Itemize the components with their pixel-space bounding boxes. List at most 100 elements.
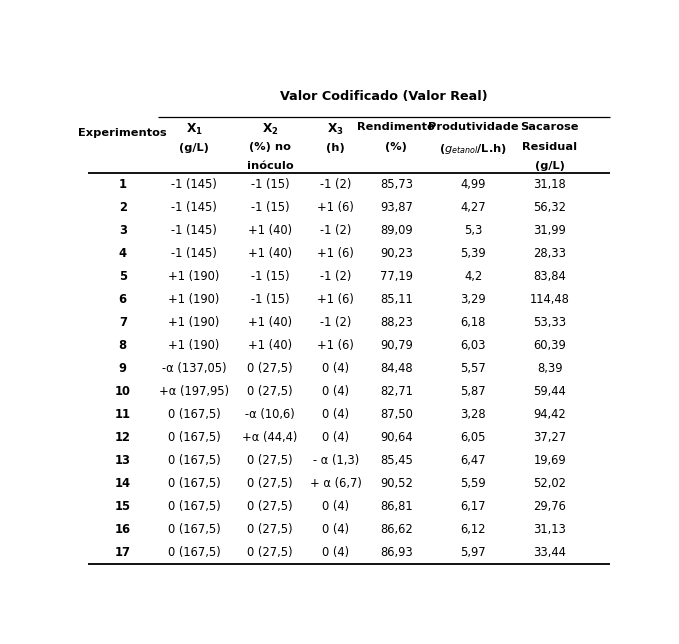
- Text: 4: 4: [119, 247, 127, 260]
- Text: -1 (15): -1 (15): [251, 178, 289, 191]
- Text: $\mathbf{X_2}$: $\mathbf{X_2}$: [261, 122, 278, 137]
- Text: -1 (2): -1 (2): [320, 224, 352, 237]
- Text: 31,18: 31,18: [533, 178, 566, 191]
- Text: 52,02: 52,02: [533, 477, 566, 490]
- Text: -1 (2): -1 (2): [320, 178, 352, 191]
- Text: 0 (167,5): 0 (167,5): [168, 546, 221, 559]
- Text: (%) no: (%) no: [249, 142, 291, 152]
- Text: 3: 3: [119, 224, 127, 237]
- Text: 94,42: 94,42: [533, 408, 566, 421]
- Text: 90,79: 90,79: [380, 339, 413, 352]
- Text: +1 (40): +1 (40): [248, 247, 292, 260]
- Text: -1 (2): -1 (2): [320, 316, 352, 329]
- Text: Valor Codificado (Valor Real): Valor Codificado (Valor Real): [280, 90, 488, 102]
- Text: 0 (4): 0 (4): [322, 408, 349, 421]
- Text: +1 (6): +1 (6): [317, 293, 354, 307]
- Text: 10: 10: [115, 385, 131, 398]
- Text: +1 (40): +1 (40): [248, 339, 292, 352]
- Text: 1: 1: [119, 178, 127, 191]
- Text: 0 (4): 0 (4): [322, 385, 349, 398]
- Text: Rendimento: Rendimento: [357, 122, 435, 132]
- Text: -α (10,6): -α (10,6): [245, 408, 295, 421]
- Text: 11: 11: [115, 408, 131, 421]
- Text: 87,50: 87,50: [380, 408, 413, 421]
- Text: +α (44,4): +α (44,4): [242, 431, 297, 444]
- Text: 4,99: 4,99: [460, 178, 486, 191]
- Text: 85,73: 85,73: [380, 178, 413, 191]
- Text: 6,18: 6,18: [460, 316, 486, 329]
- Text: 5,97: 5,97: [460, 546, 486, 559]
- Text: 77,19: 77,19: [380, 270, 413, 283]
- Text: 3,28: 3,28: [460, 408, 486, 421]
- Text: 0 (27,5): 0 (27,5): [247, 385, 293, 398]
- Text: -1 (15): -1 (15): [251, 293, 289, 307]
- Text: 86,81: 86,81: [380, 500, 413, 513]
- Text: 31,13: 31,13: [533, 523, 566, 536]
- Text: 0 (167,5): 0 (167,5): [168, 431, 221, 444]
- Text: 0 (167,5): 0 (167,5): [168, 454, 221, 468]
- Text: -α (137,05): -α (137,05): [162, 362, 226, 375]
- Text: -1 (145): -1 (145): [171, 224, 217, 237]
- Text: 5,3: 5,3: [464, 224, 482, 237]
- Text: 5,87: 5,87: [460, 385, 486, 398]
- Text: 33,44: 33,44: [533, 546, 566, 559]
- Text: 85,45: 85,45: [380, 454, 413, 468]
- Text: -1 (2): -1 (2): [320, 270, 352, 283]
- Text: 6: 6: [119, 293, 127, 307]
- Text: 0 (27,5): 0 (27,5): [247, 523, 293, 536]
- Text: 6,05: 6,05: [460, 431, 486, 444]
- Text: 8,39: 8,39: [537, 362, 562, 375]
- Text: 0 (27,5): 0 (27,5): [247, 500, 293, 513]
- Text: 82,71: 82,71: [380, 385, 413, 398]
- Text: 16: 16: [115, 523, 131, 536]
- Text: (h): (h): [327, 143, 345, 153]
- Text: 6,12: 6,12: [460, 523, 486, 536]
- Text: $\mathbf{X_3}$: $\mathbf{X_3}$: [327, 122, 344, 137]
- Text: +1 (190): +1 (190): [168, 293, 220, 307]
- Text: -1 (145): -1 (145): [171, 247, 217, 260]
- Text: 88,23: 88,23: [380, 316, 413, 329]
- Text: +1 (190): +1 (190): [168, 316, 220, 329]
- Text: Produtividade: Produtividade: [428, 122, 519, 132]
- Text: 93,87: 93,87: [380, 201, 413, 214]
- Text: 56,32: 56,32: [533, 201, 566, 214]
- Text: - α (1,3): - α (1,3): [312, 454, 359, 468]
- Text: +1 (6): +1 (6): [317, 201, 354, 214]
- Text: 0 (4): 0 (4): [322, 362, 349, 375]
- Text: 0 (167,5): 0 (167,5): [168, 523, 221, 536]
- Text: 0 (4): 0 (4): [322, 431, 349, 444]
- Text: ($g_{etanol}$/L.h): ($g_{etanol}$/L.h): [439, 142, 507, 156]
- Text: +1 (40): +1 (40): [248, 224, 292, 237]
- Text: 0 (167,5): 0 (167,5): [168, 500, 221, 513]
- Text: 5,57: 5,57: [460, 362, 486, 375]
- Text: (g/L): (g/L): [535, 160, 565, 171]
- Text: 3,29: 3,29: [460, 293, 486, 307]
- Text: 37,27: 37,27: [533, 431, 566, 444]
- Text: (%): (%): [386, 142, 407, 152]
- Text: -1 (145): -1 (145): [171, 178, 217, 191]
- Text: 85,11: 85,11: [380, 293, 413, 307]
- Text: 0 (27,5): 0 (27,5): [247, 477, 293, 490]
- Text: 17: 17: [115, 546, 131, 559]
- Text: inóculo: inóculo: [246, 160, 293, 171]
- Text: +1 (6): +1 (6): [317, 339, 354, 352]
- Text: 86,62: 86,62: [380, 523, 413, 536]
- Text: 19,69: 19,69: [534, 454, 566, 468]
- Text: 4,27: 4,27: [460, 201, 486, 214]
- Text: -1 (15): -1 (15): [251, 201, 289, 214]
- Text: 89,09: 89,09: [380, 224, 413, 237]
- Text: 0 (27,5): 0 (27,5): [247, 362, 293, 375]
- Text: 6,47: 6,47: [460, 454, 486, 468]
- Text: 53,33: 53,33: [533, 316, 566, 329]
- Text: 59,44: 59,44: [533, 385, 566, 398]
- Text: 6,03: 6,03: [460, 339, 486, 352]
- Text: 2: 2: [119, 201, 127, 214]
- Text: +1 (40): +1 (40): [248, 316, 292, 329]
- Text: 5,39: 5,39: [460, 247, 486, 260]
- Text: 14: 14: [115, 477, 131, 490]
- Text: 60,39: 60,39: [533, 339, 566, 352]
- Text: 15: 15: [115, 500, 131, 513]
- Text: 90,23: 90,23: [380, 247, 413, 260]
- Text: (g/L): (g/L): [179, 143, 209, 153]
- Text: 5: 5: [119, 270, 127, 283]
